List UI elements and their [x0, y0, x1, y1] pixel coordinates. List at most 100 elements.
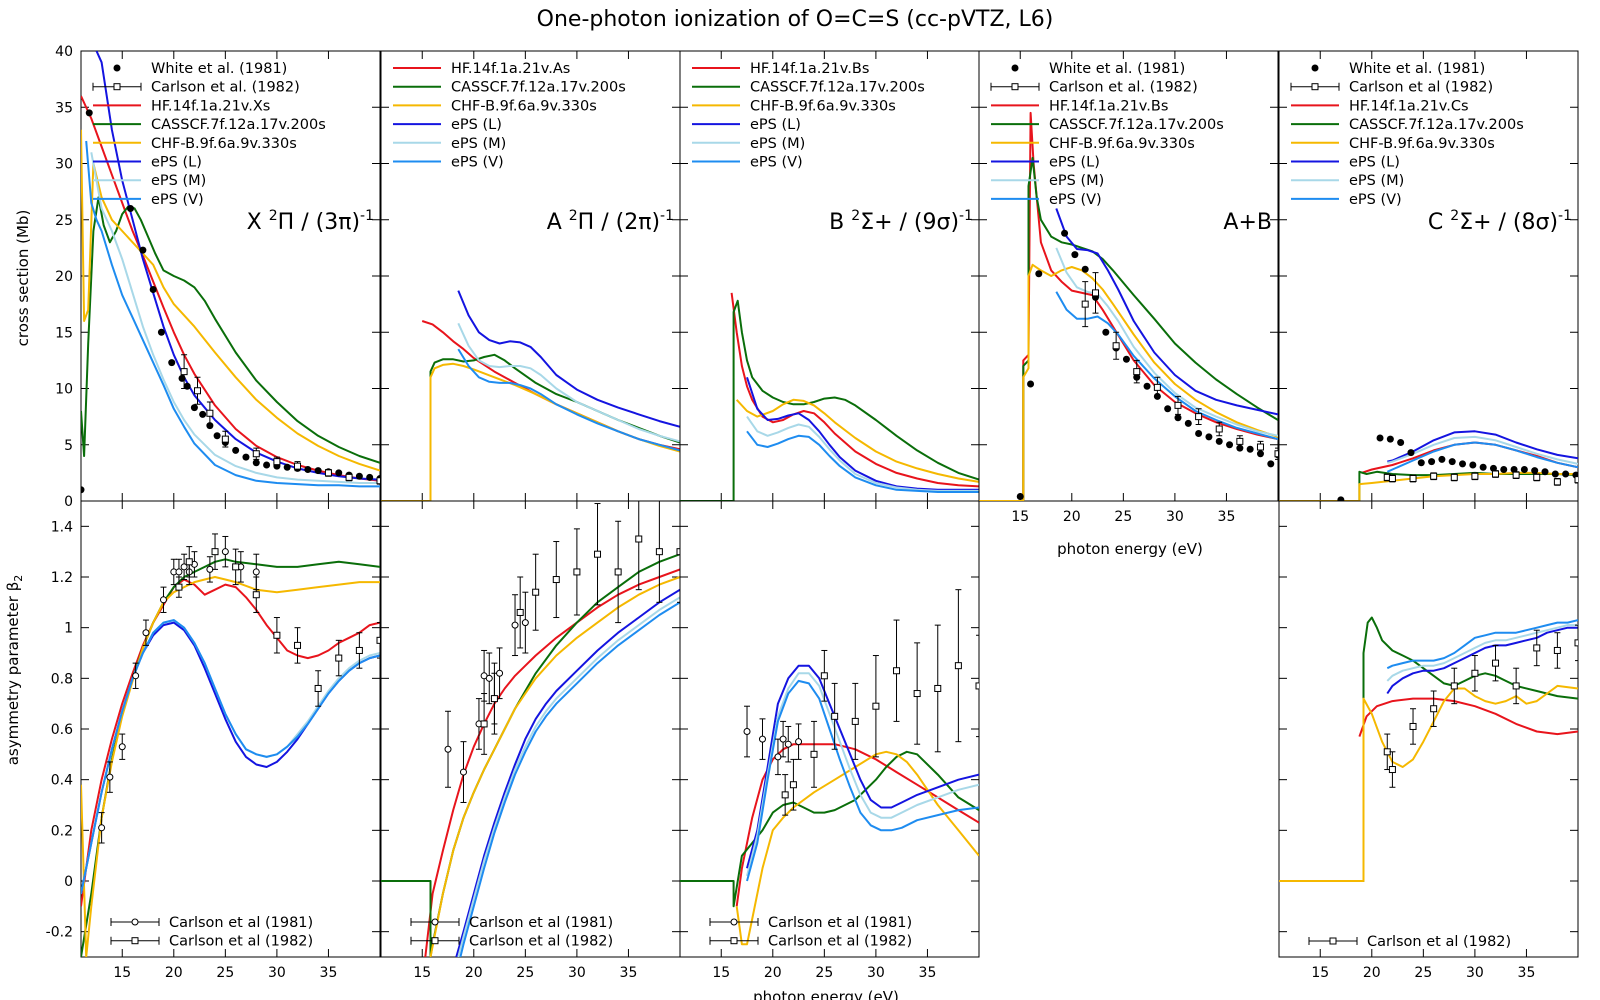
legend-cs_C: White et al. (1981) Carlson et al (1982) H…: [1290, 61, 1524, 208]
panel-label-main: A+B: [1223, 210, 1272, 235]
series-carlson-et-al-1982-point: [655, 548, 663, 556]
series-carlson-et-al-1982-point: [1450, 682, 1458, 690]
panel-label-sup: 2: [569, 208, 578, 224]
series-group: [1279, 616, 1578, 882]
legend-entry-carlson-et-al-1981-label: Carlson et al (1981): [469, 915, 613, 931]
series-carlson-et-al-1982-point: [273, 631, 281, 639]
series-hf-line: [735, 743, 979, 907]
series-carlson-et-al-1981-point: [132, 672, 140, 680]
series-eps-l-line: [95, 51, 380, 481]
series-carlson-et-al-1981-point: [485, 674, 493, 682]
series-carlson-et-al-1982-point: [324, 469, 332, 477]
series-white-et-al-1981-point: [1417, 459, 1425, 467]
series-white-et-al-1981-point: [1386, 435, 1394, 443]
legend-entry-casscf-7f-12a-17v-200s-label: CASSCF.7f.12a.17v.200s: [750, 80, 925, 96]
series-white-et-al-1981-point: [1061, 229, 1069, 237]
series-carlson-et-al-1981-point: [221, 548, 229, 556]
series-group: [81, 51, 380, 494]
series-carlson-et-al-1982-point: [516, 608, 524, 616]
series-white-et-al-1981-point: [1016, 493, 1024, 500]
series-carlson-et-al-1982-point: [1553, 478, 1561, 486]
legend-entry-casscf-7f-12a-17v-200s-label: CASSCF.7f.12a.17v.200s: [1349, 117, 1524, 133]
panel-cs_A: HF.14f.1a.21v.As CASSCF.7f.12a.17v.200s CH…: [380, 50, 681, 502]
series-carlson-et-al-1982-point: [480, 720, 488, 728]
series-carlson-et-al-1981-point: [511, 621, 519, 629]
x-tick-label: 25: [1414, 965, 1432, 981]
legend-entry-white-et-al-1981-swatch: [1311, 64, 1319, 72]
series-white-et-al-1981-point: [1541, 468, 1549, 476]
panel-frame: [380, 50, 681, 502]
series-white-et-al-1981-point: [1205, 433, 1213, 441]
x-tick-label: 25: [216, 965, 234, 981]
panel-beta_X: -0.2 0 0.2 0.4 0.6 0.8 1 1.2 1.4 15 20 25 30 35 Carlso…: [46, 500, 381, 981]
x-tick-label: 30: [1466, 965, 1484, 981]
series-carlson-et-al-1981-point: [98, 824, 106, 832]
series-casscf-7f-12a-17v-200s-line: [81, 558, 380, 957]
series-white-et-al-1981-point: [1027, 380, 1035, 388]
x-tick-label: 25: [815, 965, 833, 981]
series-carlson-et-al-1982-point: [206, 409, 214, 417]
series-carlson-et-al-1982-point: [635, 535, 643, 543]
series-white-et-al-1981-point: [304, 466, 312, 473]
series-carlson-et-al-1982-point: [1512, 682, 1520, 690]
series-carlson-et-al-1982-point: [376, 636, 380, 644]
series-casscf-7f-12a-17v-200s-line: [1279, 616, 1578, 882]
series-white-et-al-1981-point: [232, 446, 240, 454]
legend-entry-chf-b-9f-6a-9v-330s-label: CHF-B.9f.6a.9v.330s: [750, 98, 896, 114]
y-tick-label: 5: [64, 438, 73, 454]
series-carlson-et-al-1981-point: [795, 738, 803, 746]
y-tick-label: 0: [64, 494, 73, 510]
series-white-et-al-1981-point: [213, 432, 221, 440]
legend-entry-casscf-7f-12a-17v-200s-label: CASSCF.7f.12a.17v.200s: [451, 80, 626, 96]
series-carlson-et-al-1982-point: [180, 368, 188, 376]
panel-label-sup: 2: [269, 208, 278, 224]
series-eps-l-line: [1387, 430, 1578, 463]
series-chf-b-9f-6a-9v-330s-line: [381, 362, 680, 501]
x-tick-label: 30: [1166, 509, 1184, 525]
series-carlson-et-al-1981-point: [774, 753, 782, 761]
series-carlson-et-al-1982-point: [1092, 289, 1100, 297]
panel-cs_C: White et al. (1981) Carlson et al (1982) H…: [1278, 50, 1579, 502]
series-white-et-al-1981-point: [355, 472, 363, 480]
y-tick-label: -0.2: [46, 925, 73, 941]
legend-entry-casscf-7f-12a-17v-200s-label: CASSCF.7f.12a.17v.200s: [151, 117, 326, 133]
x-tick-label: 20: [764, 965, 782, 981]
x-tick-label: 15: [1311, 965, 1329, 981]
legend-entry-hf-14f-1a-21v-xs-label: HF.14f.1a.21v.Xs: [151, 98, 270, 114]
series-carlson-et-al-1982-point: [211, 548, 219, 556]
x-tick-label: 35: [1218, 509, 1236, 525]
legend-entry-eps-l-label: ePS (L): [750, 117, 801, 133]
legend-entry-carlson-et-al-1982-label: Carlson et al (1982): [1367, 934, 1511, 950]
series-eps-l-line: [1055, 208, 1278, 416]
series-carlson-et-al-1982-point: [552, 576, 560, 584]
series-white-et-al-1981-point: [157, 328, 165, 336]
legend-entry-carlson-et-al-1982-swatch-marker: [431, 937, 439, 945]
series-carlson-et-al-1981-point: [521, 619, 529, 627]
x-tick-label: 30: [568, 965, 586, 981]
legend-entry-eps-v-label: ePS (V): [1049, 192, 1102, 208]
panel-label-sup: -1: [1558, 208, 1572, 224]
panel-label-cs_A: A 2Π / (2π)-1: [547, 208, 674, 235]
legend-entry-carlson-et-al-1982-swatch-marker: [131, 937, 139, 945]
series-carlson-et-al-1982-point: [893, 667, 901, 675]
legend-entry-carlson-et-al-1982-swatch-marker: [113, 83, 121, 91]
panel-label-main: C: [1428, 210, 1450, 235]
series-white-et-al-1981-point: [1459, 460, 1467, 468]
legend-entry-carlson-et-al-1981-label: Carlson et al (1981): [768, 915, 912, 931]
series-white-et-al-1981-point: [1397, 439, 1405, 446]
series-carlson-et-al-1982-point: [975, 682, 979, 690]
series-group: [680, 589, 979, 946]
series-chf-b-9f-6a-9v-330s-line: [429, 576, 680, 957]
series-eps-l-line: [457, 290, 680, 428]
legend-entry-chf-b-9f-6a-9v-330s-label: CHF-B.9f.6a.9v.330s: [1349, 136, 1495, 152]
figure-title: One-photon ionization of O=C=S (cc-pVTZ,…: [537, 7, 1054, 32]
series-carlson-et-al-1982-point: [614, 568, 622, 576]
series-carlson-et-al-1982-point: [1450, 473, 1458, 481]
series-carlson-et-al-1982-point: [294, 462, 302, 470]
panel-label-symbol: Π / (2π): [578, 210, 660, 235]
series-white-et-al-1981-point: [1337, 496, 1345, 501]
panel-label-cs_C: C 2Σ+ / (8σ)-1: [1428, 208, 1572, 235]
series-eps-v-line: [457, 348, 680, 452]
series-carlson-et-al-1981-point: [106, 773, 114, 781]
legend-entry-carlson-et-al-1982-label: Carlson et al. (1982): [1049, 80, 1198, 96]
